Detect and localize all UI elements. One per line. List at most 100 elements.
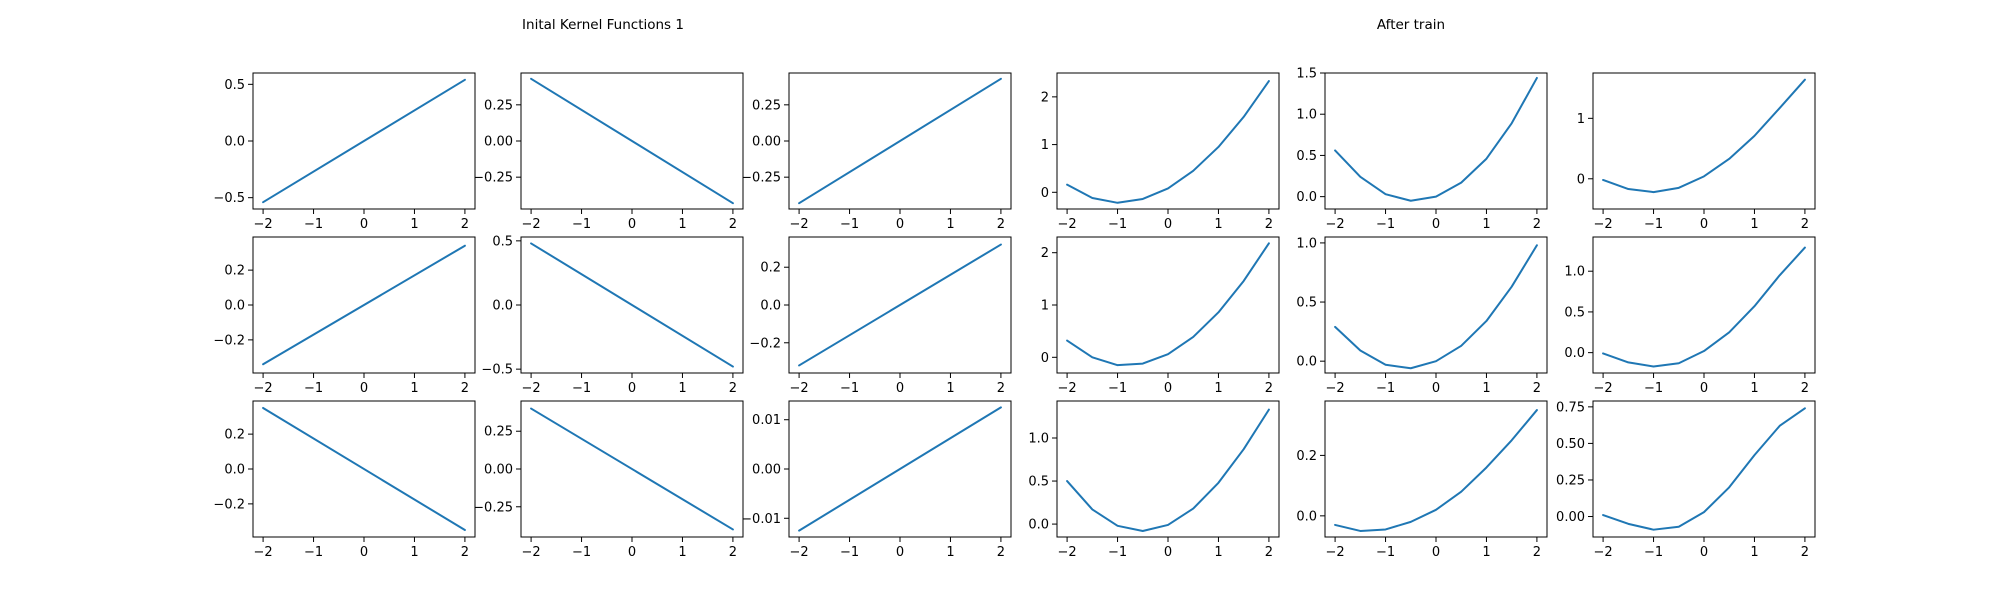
y-tick-label: −0.01: [741, 512, 781, 527]
x-tick-label: −2: [254, 381, 273, 396]
y-tick-label: 0.0: [1564, 346, 1585, 361]
x-tick-label: 2: [729, 545, 737, 560]
y-tick-label: 0.00: [752, 135, 781, 150]
x-tick-label: −1: [840, 217, 859, 232]
x-tick-label: −2: [1058, 381, 1077, 396]
y-tick-label: 2: [1041, 90, 1049, 105]
x-tick-label: 0: [1164, 381, 1172, 396]
y-tick-label: 0.0: [760, 299, 781, 314]
x-tick-label: 0: [628, 545, 636, 560]
x-tick-label: −1: [1108, 545, 1127, 560]
series-line: [1334, 244, 1538, 370]
x-tick-label: 2: [1533, 545, 1541, 560]
subplot-r3-c2: −2 −1 0 1 2 0.25 0.00 −0.25: [473, 400, 744, 560]
subplot-r3-c3: −2 −1 0 1 2 0.01 0.00 −0.01: [741, 400, 1012, 560]
x-tick-label: −2: [790, 217, 809, 232]
x-tick-label: 1: [1482, 217, 1490, 232]
series-line: [1602, 407, 1806, 531]
series-line: [262, 406, 466, 532]
series-line: [1602, 78, 1806, 194]
x-tick-label: 2: [461, 545, 469, 560]
subplot-r1-c6: −2 −1 0 1 2 1 0: [1577, 72, 1816, 232]
series-line: [530, 242, 734, 368]
x-tick-label: −2: [1594, 381, 1613, 396]
x-tick-label: 0: [360, 545, 368, 560]
subplot-r1-c4: −2 −1 0 1 2 2 1 0: [1041, 72, 1280, 232]
y-tick-label: −0.25: [473, 500, 513, 515]
x-tick-label: 0: [1700, 217, 1708, 232]
x-tick-label: 0: [1700, 545, 1708, 560]
x-tick-label: 2: [461, 217, 469, 232]
x-tick-label: −2: [1058, 545, 1077, 560]
left-group-title: Inital Kernel Functions 1: [522, 17, 684, 33]
y-tick-label: 0.0: [1028, 518, 1049, 533]
x-tick-label: −2: [1326, 545, 1345, 560]
x-tick-label: 1: [410, 545, 418, 560]
y-tick-label: 0: [1041, 186, 1049, 201]
y-tick-label: −0.5: [481, 363, 513, 378]
x-tick-label: 0: [628, 217, 636, 232]
x-tick-label: 1: [946, 545, 954, 560]
y-tick-label: 0.2: [224, 264, 245, 279]
x-tick-label: −1: [840, 381, 859, 396]
x-tick-label: −2: [254, 545, 273, 560]
x-tick-label: 1: [946, 381, 954, 396]
axes-frame: [1056, 400, 1280, 538]
x-tick-label: 1: [410, 217, 418, 232]
axes-frame: [1056, 236, 1280, 374]
x-tick-label: 1: [678, 545, 686, 560]
subplot-r2-c5: −2 −1 0 1 2 1.0 0.5 0.0: [1296, 236, 1548, 396]
subplot-r1-c5: −2 −1 0 1 2 1.5 1.0 0.5 0.0: [1296, 67, 1548, 232]
subplot-r3-c4: −2 −1 0 1 2 1.0 0.5 0.0: [1028, 400, 1280, 560]
x-tick-label: 1: [1214, 217, 1222, 232]
x-tick-label: −2: [1594, 217, 1613, 232]
axes-frame: [1592, 236, 1816, 374]
x-tick-label: 2: [1533, 217, 1541, 232]
x-tick-label: 1: [1214, 381, 1222, 396]
x-tick-label: 2: [1801, 217, 1809, 232]
series-line: [1602, 246, 1806, 368]
y-tick-label: −0.5: [213, 191, 245, 206]
x-tick-label: 1: [678, 217, 686, 232]
series-line: [530, 77, 734, 205]
x-tick-label: 1: [410, 381, 418, 396]
x-tick-label: 2: [729, 217, 737, 232]
y-tick-label: 0.5: [1564, 305, 1585, 320]
y-tick-label: 0.0: [224, 299, 245, 314]
x-tick-label: −1: [1108, 217, 1127, 232]
x-tick-label: 1: [1750, 381, 1758, 396]
axes-frame: [1592, 400, 1816, 538]
x-tick-label: 2: [1265, 381, 1273, 396]
y-tick-label: 1: [1041, 138, 1049, 153]
x-tick-label: 0: [896, 381, 904, 396]
y-tick-label: −0.2: [213, 333, 245, 348]
x-tick-label: 0: [1432, 381, 1440, 396]
x-tick-label: −1: [572, 545, 591, 560]
x-tick-label: −1: [1376, 217, 1395, 232]
x-tick-label: −2: [790, 545, 809, 560]
x-tick-label: 0: [360, 217, 368, 232]
x-tick-label: −2: [1058, 217, 1077, 232]
x-tick-label: 2: [997, 381, 1005, 396]
x-tick-label: −1: [572, 217, 591, 232]
x-tick-label: −2: [790, 381, 809, 396]
axes-frame: [1324, 236, 1548, 374]
series-line: [262, 78, 466, 204]
x-tick-label: 2: [1265, 217, 1273, 232]
x-tick-label: 2: [461, 381, 469, 396]
x-tick-label: 1: [1750, 545, 1758, 560]
y-tick-label: −0.2: [213, 497, 245, 512]
series-line: [262, 244, 466, 366]
x-tick-label: −1: [1644, 217, 1663, 232]
y-tick-label: 0.2: [1296, 449, 1317, 464]
y-tick-label: 1.0: [1564, 265, 1585, 280]
x-tick-label: 0: [360, 381, 368, 396]
x-tick-label: 2: [997, 545, 1005, 560]
x-tick-label: −2: [1594, 545, 1613, 560]
x-tick-label: −1: [1644, 381, 1663, 396]
x-tick-label: 2: [1801, 381, 1809, 396]
y-tick-label: 0.5: [1296, 149, 1317, 164]
y-tick-label: 1.0: [1296, 236, 1317, 251]
y-tick-label: 0.5: [492, 234, 513, 249]
x-tick-label: 0: [1700, 381, 1708, 396]
